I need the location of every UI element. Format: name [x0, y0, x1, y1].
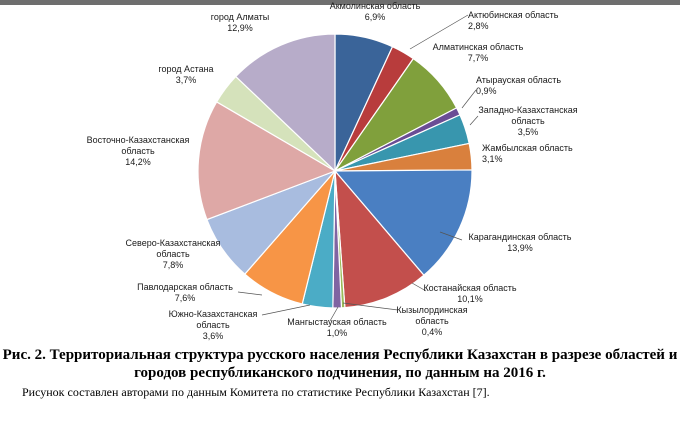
slice-label: Карагандинская область 13,9%: [469, 232, 572, 253]
slice-label: Восточно-Казахстанская область 14,2%: [87, 135, 190, 167]
slice-label: Северо-Казахстанская область 7,8%: [126, 238, 221, 270]
leader-line: [461, 89, 477, 109]
leader-line: [439, 231, 463, 241]
slice-label: Западно-Казахстанская область 3,5%: [478, 105, 577, 137]
slice-label: Актюбинская область 2,8%: [468, 10, 559, 31]
pie-slice: [334, 169, 425, 309]
slice-labels: Акмолинская область 6,9% Актюбинская облас…: [87, 1, 578, 341]
top-edge-strip: [0, 0, 680, 5]
slice-label: Южно-Казахстанская область 3,6%: [169, 309, 258, 341]
figure-caption: Рис. 2. Территориальная структура русско…: [2, 347, 678, 381]
leader-line: [409, 14, 469, 50]
leader-line: [342, 302, 399, 311]
slice-label: город Астана 3,7%: [158, 64, 213, 85]
slice-label: Павлодарская область 7,6%: [137, 282, 233, 303]
slice-label: Кызылординская область 0,4%: [396, 305, 467, 337]
pie-slice: [197, 101, 337, 221]
leader-line: [261, 304, 311, 316]
leader-line: [329, 306, 339, 322]
slice-label: Жамбылская область 3,1%: [482, 143, 573, 164]
slice-label: Алматинская область 7,7%: [433, 42, 524, 63]
slice-label: Атырауская область 0,9%: [476, 75, 561, 96]
leader-line: [411, 282, 427, 292]
pie-slice: [333, 169, 473, 277]
pie-slices: [197, 33, 473, 309]
leader-lines: [237, 14, 479, 322]
slice-label: город Алматы 12,9%: [211, 12, 270, 33]
slice-label: Костанайская область 10,1%: [423, 283, 516, 304]
slice-label: Акмолинская область 6,9%: [330, 1, 421, 22]
slice-label: Мангыстауская область 1,0%: [287, 317, 387, 338]
figure-source: Рисунок составлен авторами по данным Ком…: [22, 385, 490, 399]
leader-line: [237, 291, 263, 296]
pie-chart: Акмолинская область 6,9% Актюбинская облас…: [87, 1, 578, 341]
leader-line: [469, 115, 479, 126]
pie-slice: [234, 33, 336, 173]
